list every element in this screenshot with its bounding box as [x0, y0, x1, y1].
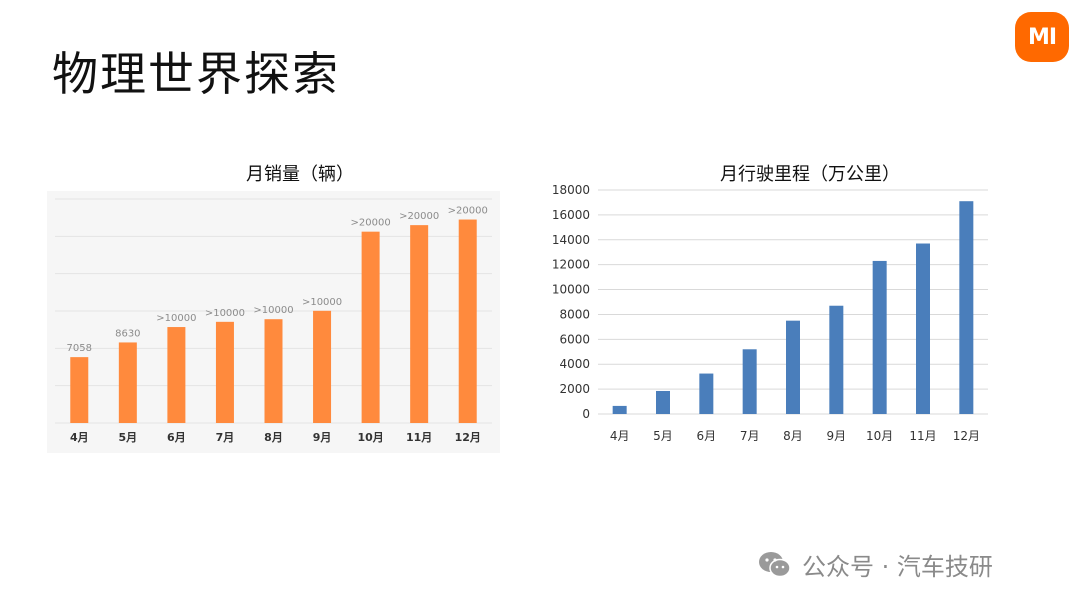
x-tick-label: 10月 [866, 429, 893, 443]
mileage-chart: 0 2000 4000 6000 8000 10000 12000 14000 16000 180… [552, 183, 988, 443]
bar [458, 219, 477, 423]
x-tick-label: 7月 [216, 431, 235, 444]
data-label: >10000 [205, 308, 245, 319]
y-tick-label: 8000 [559, 307, 590, 321]
x-tick-label: 7月 [740, 429, 760, 443]
bar [410, 225, 429, 423]
bar [916, 243, 930, 414]
x-tick-label: 12月 [953, 429, 980, 443]
data-label: >10000 [253, 305, 293, 316]
x-tick-label: 8月 [264, 431, 283, 444]
x-tick-label: 11月 [406, 431, 432, 444]
y-tick-label: 2000 [559, 382, 590, 396]
x-tick-label: 5月 [119, 431, 138, 444]
x-tick-label: 4月 [70, 431, 89, 444]
data-label: >20000 [448, 206, 488, 217]
bar [313, 310, 332, 423]
x-tick-label: 8月 [783, 429, 803, 443]
footer-text: 公众号 · 汽车技研 [802, 553, 993, 581]
bar [167, 327, 186, 423]
bar [786, 320, 800, 414]
y-tick-label: 6000 [559, 332, 590, 346]
data-label: 8630 [115, 328, 140, 339]
logo-text: MI [1027, 24, 1057, 50]
y-tick-label: 14000 [552, 233, 590, 247]
footer-watermark: 公众号 · 汽车技研 [758, 547, 993, 582]
x-tick-label: 11月 [909, 429, 936, 443]
bar [612, 405, 627, 414]
y-tick-label: 18000 [552, 183, 590, 197]
y-tick-label: 16000 [552, 208, 590, 222]
x-tick-label: 6月 [697, 429, 717, 443]
y-tick-label: 10000 [552, 283, 590, 297]
sales-chart-title: 月销量（辆） [246, 164, 354, 185]
y-tick-label: 4000 [559, 357, 590, 371]
bar [215, 321, 234, 423]
bar [699, 373, 714, 414]
x-tick-label: 12月 [455, 431, 481, 444]
x-tick-label: 9月 [313, 431, 332, 444]
bar [118, 342, 137, 423]
x-tick-label: 4月 [610, 429, 630, 443]
bar [959, 201, 974, 414]
data-label: >20000 [351, 218, 391, 229]
x-tick-label: 6月 [167, 431, 186, 444]
bar [656, 390, 670, 414]
bar [872, 260, 887, 414]
sales-chart: 7058 4月 8630 5月 >10000 6月 >10000 7月 >10000 8月 >100… [47, 191, 500, 453]
data-label: >10000 [156, 313, 196, 324]
x-tick-label: 10月 [357, 431, 383, 444]
bar [264, 319, 283, 423]
data-label: >20000 [399, 211, 439, 222]
bar [70, 357, 89, 423]
y-tick-label: 12000 [552, 258, 590, 272]
x-tick-label: 5月 [653, 429, 673, 443]
data-label: >10000 [302, 297, 342, 308]
page-title: 物理世界探索 [52, 47, 340, 101]
bar [829, 305, 844, 414]
mileage-chart-title: 月行驶里程（万公里） [720, 164, 900, 185]
wechat-icon [759, 551, 791, 577]
x-tick-label: 9月 [827, 429, 847, 443]
bar [361, 231, 380, 423]
data-label: 7058 [67, 343, 92, 354]
bar [742, 349, 757, 414]
xiaomi-logo: MI [1015, 12, 1069, 62]
y-tick-label: 0 [582, 407, 590, 421]
